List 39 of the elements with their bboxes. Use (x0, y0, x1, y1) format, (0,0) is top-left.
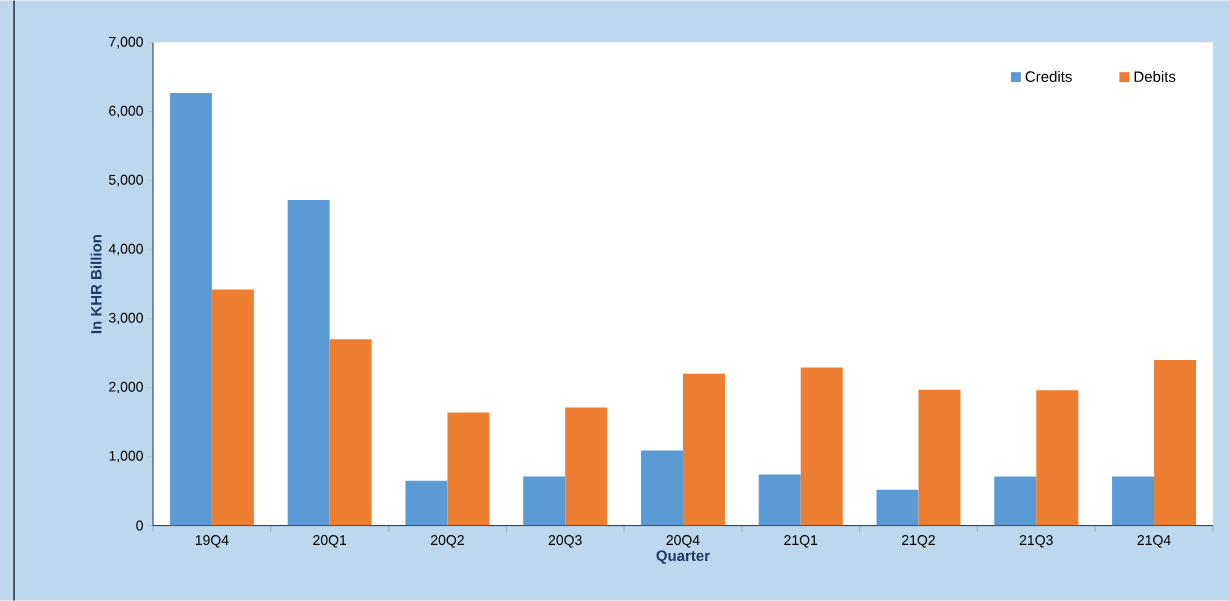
bar (682, 373, 725, 526)
x-tick-label: 21Q1 (784, 535, 818, 548)
y-tick-label: 4,000 (108, 243, 143, 256)
y-tick-label: 1,000 (109, 450, 143, 463)
y-tick-label: 5,000 (109, 174, 143, 187)
bar (876, 489, 919, 526)
x-tick-label: 21Q3 (1019, 535, 1053, 548)
x-tick-label: 20Q2 (431, 535, 464, 548)
y-tick-label: 0 (136, 520, 143, 531)
x-tick-label: 19Q4 (195, 535, 229, 548)
bar (287, 199, 330, 526)
y-axis-title: In KHR Billion (90, 234, 102, 333)
y-tick-label: 7,000 (109, 36, 143, 49)
bar (565, 407, 608, 526)
x-tick-label: 20Q3 (548, 535, 582, 548)
y-tick-label: 6,000 (109, 105, 143, 118)
bar (800, 367, 843, 526)
bar (1154, 359, 1197, 526)
x-tick-label: 21Q4 (1137, 535, 1171, 548)
bar (329, 339, 372, 526)
bar (523, 476, 566, 526)
bar (918, 389, 961, 526)
x-tick-label: 21Q2 (902, 535, 935, 548)
x-tick-label: 20Q1 (313, 535, 347, 548)
bar (405, 480, 448, 526)
legend-label: Debits (1134, 70, 1176, 82)
y-tick-label: 2,000 (109, 381, 143, 394)
bar (447, 412, 490, 526)
x-tick-label: 20Q4 (666, 535, 700, 548)
bar (211, 289, 254, 526)
bar (994, 476, 1037, 526)
legend-label: Credits (1025, 70, 1072, 82)
x-axis-title: Quarter (656, 550, 710, 564)
bar (758, 474, 801, 526)
bar (1036, 390, 1079, 526)
bar (169, 92, 212, 526)
y-tick-label: 3,000 (108, 312, 143, 325)
bar (1112, 476, 1155, 526)
bar (640, 450, 683, 526)
